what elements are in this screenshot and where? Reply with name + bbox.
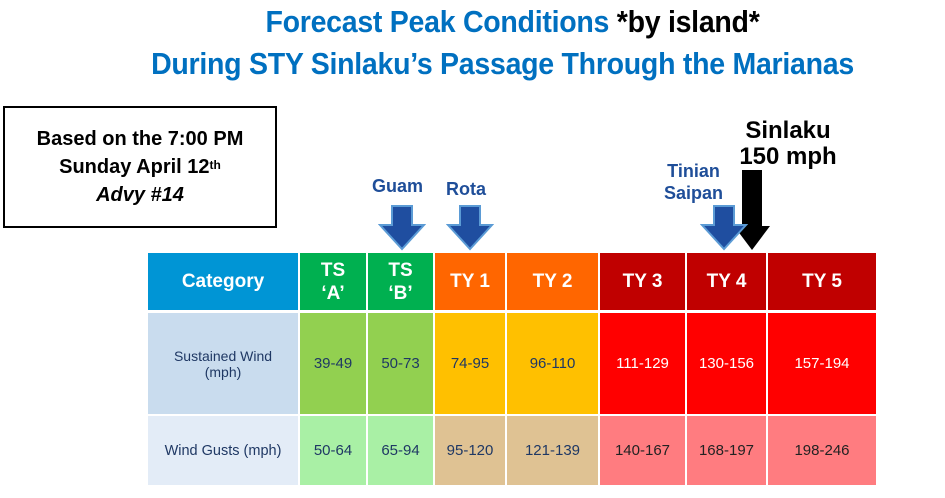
header-category-cell: TS ‘A’ (300, 253, 366, 310)
storm-intensity: 150 mph (739, 143, 837, 170)
tinian-saipan-label: Tinian Saipan (664, 160, 723, 204)
category-name: TY 5 (802, 271, 842, 292)
header-category-cell: TS ‘B’ (368, 253, 433, 310)
wind-value-cell: 121-139 (507, 416, 598, 485)
wind-value-cell: 95-120 (435, 416, 505, 485)
sinlaku-arrow-icon (734, 170, 770, 250)
guam-label: Guam (372, 176, 424, 196)
wind-value-cell: 39-49 (300, 313, 366, 414)
advisory-date-suffix: th (209, 158, 221, 172)
category-subname: ‘B’ (388, 282, 413, 304)
wind-value-cell: 198-246 (768, 416, 876, 485)
wind-value-cell: 50-64 (300, 416, 366, 485)
wind-value-cell: 96-110 (507, 313, 598, 414)
header-category-cell: TY 3 (600, 253, 685, 310)
advisory-date: Sunday April 12th (5, 153, 275, 181)
guam-arrow-icon (378, 205, 426, 251)
wind-value-cell: 111-129 (600, 313, 685, 414)
category-name: TY 3 (622, 271, 663, 292)
title-emphasis: *by island* (616, 4, 760, 39)
storm-name: Sinlaku (745, 117, 831, 144)
category-name: TY 2 (532, 271, 573, 292)
header-category-cell: TY 2 (507, 253, 598, 310)
storm-label: Sinlaku 150 mph (732, 118, 844, 170)
row-label: Wind Gusts (mph) (148, 416, 298, 485)
wind-value-cell: 168-197 (687, 416, 766, 485)
tinian-label: Tinian (667, 161, 720, 181)
header-category-cell: TY 5 (768, 253, 876, 310)
saipan-label: Saipan (664, 183, 724, 203)
wind-value-cell: 130-156 (687, 313, 766, 414)
wind-value-cell: 74-95 (435, 313, 505, 414)
wind-value-cell: 65-94 (368, 416, 433, 485)
wind-value-cell: 50-73 (368, 313, 433, 414)
title-main: Forecast Peak Conditions (265, 4, 617, 39)
tinian-saipan-arrow-icon (700, 205, 748, 251)
wind-value-cell: 157-194 (768, 313, 876, 414)
wind-value-cell: 140-167 (600, 416, 685, 485)
category-subname: ‘A’ (321, 282, 345, 304)
category-name: TY 1 (450, 271, 490, 292)
header-category-label: Category (148, 253, 298, 310)
category-name: TY 4 (706, 271, 747, 292)
rota-arrow-icon (446, 205, 494, 251)
row-label: Sustained Wind (mph) (148, 313, 298, 414)
advisory-info-box: Based on the 7:00 PM Sunday April 12th A… (3, 106, 277, 228)
header-category-cell: TY 1 (435, 253, 505, 310)
category-name: TS (320, 259, 346, 281)
advisory-date-text: Sunday April 12 (59, 156, 210, 178)
page-title-line2: During STY Sinlaku’s Passage Through the… (151, 46, 854, 81)
header-category-cell: TY 4 (687, 253, 766, 310)
category-name: TS (388, 259, 413, 281)
rota-label: Rota (446, 179, 486, 199)
advisory-time: Based on the 7:00 PM (36, 128, 244, 150)
advisory-number: Advy #14 (96, 184, 184, 206)
page-title-line1: Forecast Peak Conditions *by island* (78, 4, 945, 40)
